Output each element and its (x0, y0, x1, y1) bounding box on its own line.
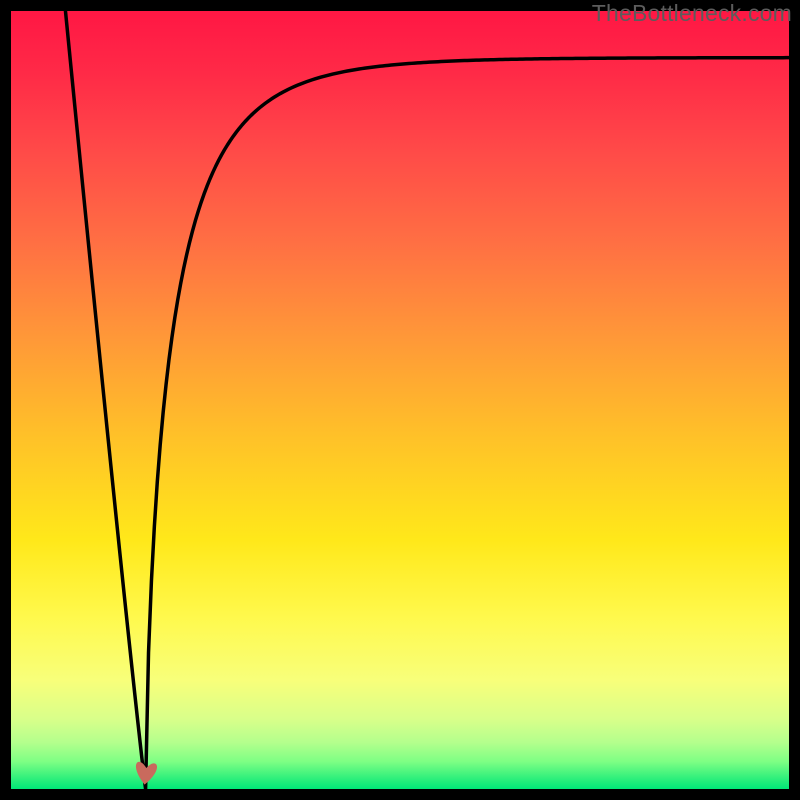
watermark-text: TheBottleneck.com (592, 0, 792, 27)
bottleneck-chart (0, 0, 800, 800)
chart-frame: TheBottleneck.com (0, 0, 800, 800)
plot-gradient (11, 11, 789, 789)
